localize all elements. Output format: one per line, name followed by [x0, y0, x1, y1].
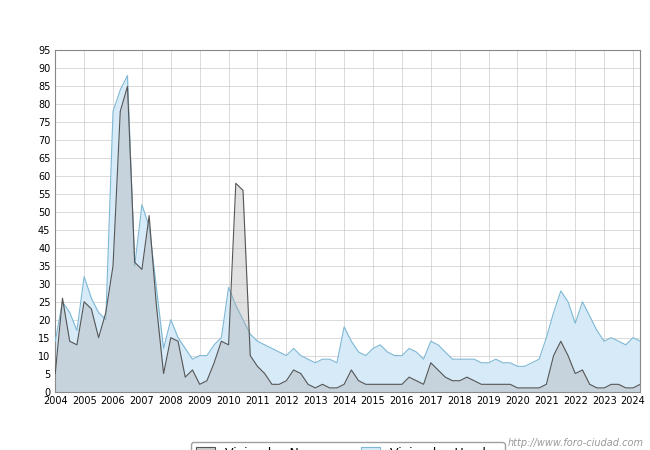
Legend: Viviendas Nuevas, Viviendas Usadas: Viviendas Nuevas, Viviendas Usadas [191, 442, 504, 450]
Text: Cangas del Narcea - Evolucion del Nº de Transacciones Inmobiliarias: Cangas del Narcea - Evolucion del Nº de … [97, 12, 553, 25]
Text: http://www.foro-ciudad.com: http://www.foro-ciudad.com [508, 438, 644, 448]
